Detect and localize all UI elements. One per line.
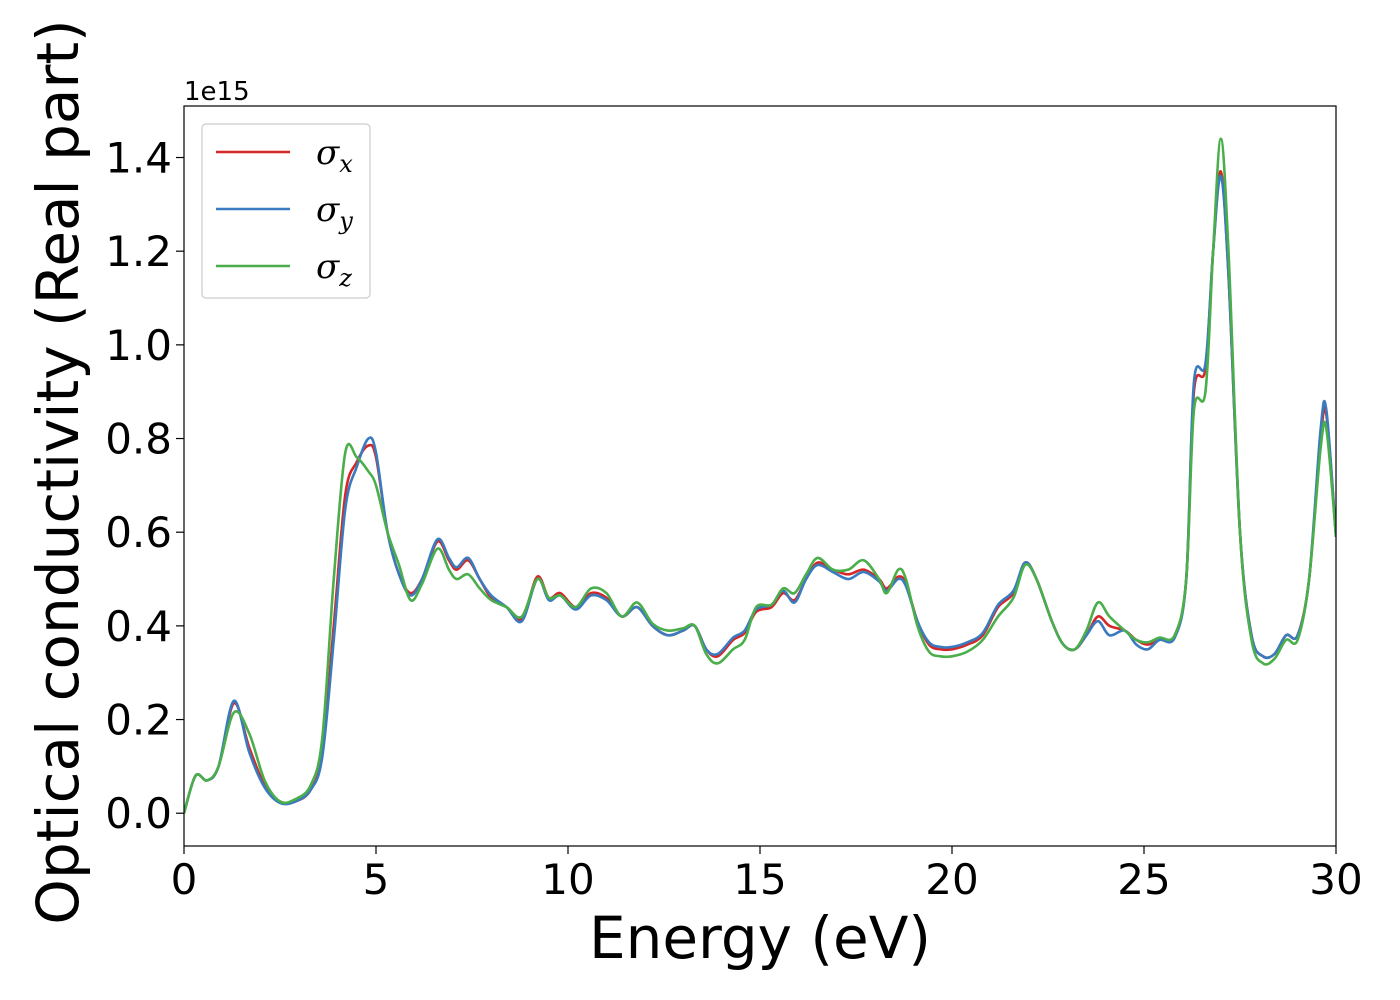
x-tick-label: 30 — [1309, 855, 1362, 904]
x-axis-title: Energy (eV) — [589, 904, 931, 972]
plot-area — [184, 137, 1336, 814]
series-line-z — [184, 137, 1336, 814]
y-tick-label: 0.8 — [105, 415, 172, 464]
x-tick-label: 25 — [1117, 855, 1170, 904]
y-axis-title: Optical conductivity (Real part) — [24, 19, 92, 924]
y-tick-label: 1.0 — [105, 321, 172, 370]
x-tick-label: 15 — [733, 855, 786, 904]
legend-frame — [201, 123, 371, 299]
y-tick-label: 0.4 — [105, 602, 172, 651]
legend-label-y: σy — [316, 190, 353, 235]
legend-label-z: σz — [316, 247, 352, 292]
y-tick-label: 1.2 — [105, 227, 172, 276]
x-tick-label: 5 — [363, 855, 390, 904]
legend: σx σy σz — [201, 123, 371, 299]
x-tick-label: 20 — [925, 855, 978, 904]
y-offset-label: 1e15 — [184, 77, 250, 107]
x-tick-label: 10 — [541, 855, 594, 904]
y-tick-label: 1.4 — [105, 134, 172, 183]
legend-label-x: σx — [316, 133, 353, 178]
y-tick-label: 0.6 — [105, 508, 172, 557]
series-line-y — [184, 174, 1336, 814]
y-tick-label: 0.2 — [105, 696, 172, 745]
axes: 0 5 10 15 20 25 30 0.0 0.2 0.4 0.6 0.8 1.0 1.2 1.4 — [105, 105, 1363, 904]
y-tick-label: 0.0 — [105, 789, 172, 838]
x-tick-label: 0 — [171, 855, 198, 904]
